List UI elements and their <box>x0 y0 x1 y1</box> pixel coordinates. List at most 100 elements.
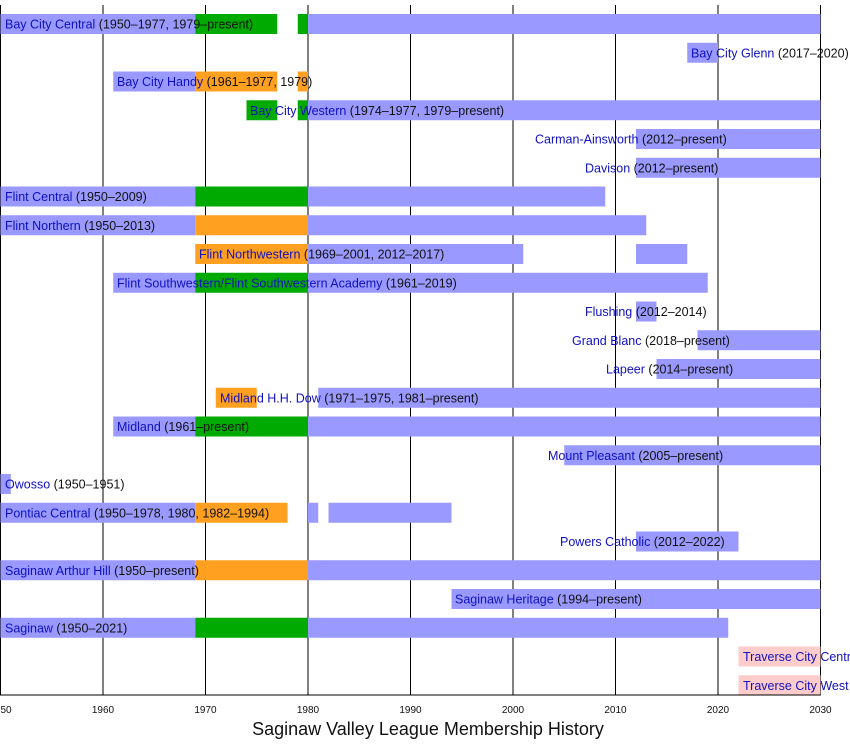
x-tick-label: 2010 <box>604 705 627 716</box>
bar-segment <box>0 617 196 638</box>
bar-segment <box>0 502 196 523</box>
bar-segment <box>738 675 821 696</box>
row-label: Bay City Handy (1961–1977, 1979) <box>117 75 312 89</box>
row-label: Midland (1961–present) <box>117 420 249 434</box>
school-name: Traverse City Central <box>743 650 850 664</box>
bar-segment <box>687 42 718 63</box>
x-tick-label: 2000 <box>502 705 525 716</box>
membership-years: (2012–present) <box>630 161 718 175</box>
school-name: Flint Northern <box>5 219 81 233</box>
school-name: Bay City Central <box>5 18 95 32</box>
row-label: Flushing (2012–2014) <box>585 305 707 319</box>
bar-segment <box>328 502 452 523</box>
row-label: Owosso (1950–1951) <box>5 478 125 492</box>
membership-years: (1961–present) <box>161 420 249 434</box>
school-name: Mount Pleasant <box>548 449 635 463</box>
x-tick-label: 2030 <box>809 705 832 716</box>
bar-segment <box>308 272 708 293</box>
membership-years: (1969–2001, 2012–2017) <box>300 248 444 262</box>
school-name: Owosso <box>5 478 50 492</box>
school-name: Traverse City West <box>743 679 849 693</box>
bar-segment <box>0 215 196 236</box>
membership-years: (2012–2014) <box>632 305 706 319</box>
school-name: Grand Blanc <box>572 334 641 348</box>
school-name: Bay City Glenn <box>691 46 774 60</box>
school-name: Carman-Ainsworth <box>535 133 639 147</box>
bar-segment <box>308 100 821 121</box>
school-name: Saginaw <box>5 621 54 635</box>
bar-segment <box>308 186 606 207</box>
x-tick-label: 2020 <box>707 705 730 716</box>
row-label: Flint Southwestern/Flint Southwestern Ac… <box>117 276 457 290</box>
membership-years: (2012–present) <box>639 133 727 147</box>
school-name: Flushing <box>585 305 632 319</box>
bar-segment <box>308 215 647 236</box>
row-label: Saginaw Heritage (1994–present) <box>455 593 642 607</box>
bar-segment <box>246 100 278 121</box>
bar-segment <box>113 272 196 293</box>
bar-segment <box>215 387 257 408</box>
row-label: Saginaw (1950–2021) <box>5 621 127 635</box>
bar-segment <box>297 71 308 92</box>
row-label: Traverse City Central <box>743 650 850 664</box>
bar-segment <box>195 71 278 92</box>
bar-segment <box>636 531 739 552</box>
row-label: Grand Blanc (2018–present) <box>572 334 730 348</box>
bar-segment <box>308 244 524 264</box>
school-name: Powers Catholic <box>560 535 650 549</box>
membership-years: (1950–1978, 1980, 1982–1994) <box>90 506 269 520</box>
membership-years: (1950–2009) <box>72 190 146 204</box>
bar-segment <box>318 387 821 408</box>
school-name: Lapeer <box>606 363 645 377</box>
row-label: Bay City Glenn (2017–2020) <box>691 46 849 60</box>
school-name: Saginaw Heritage <box>455 593 554 607</box>
membership-years: (1950–2013) <box>81 219 155 233</box>
row-label: Powers Catholic (2012–2022) <box>560 535 725 549</box>
bar-segment <box>0 474 11 494</box>
bar-segment <box>195 502 288 523</box>
bar-segment <box>636 301 657 322</box>
membership-years: (2014–present) <box>645 363 733 377</box>
membership-years: (1950–1951) <box>50 478 124 492</box>
bar-segment <box>195 560 308 581</box>
membership-years: (1950–1977, 1979–present) <box>95 18 253 32</box>
row-label: Mount Pleasant (2005–present) <box>548 449 723 463</box>
membership-years: (2012–2022) <box>650 535 724 549</box>
school-name: Flint Southwestern/Flint Southwestern Ac… <box>117 276 383 290</box>
bar-segment <box>195 617 308 638</box>
row-label: Flint Northern (1950–2013) <box>5 219 155 233</box>
bar-segment <box>656 359 821 379</box>
bar-segment <box>113 416 196 437</box>
x-tick-label: 1950 <box>0 705 12 716</box>
membership-years: (2018–present) <box>641 334 729 348</box>
bar-segment <box>308 416 821 437</box>
bar-segment <box>636 129 821 149</box>
x-tick-label: 1960 <box>92 705 115 716</box>
school-name: Bay City Western <box>250 104 346 118</box>
bar-segment <box>697 330 821 351</box>
row-label: Davison (2012–present) <box>585 161 718 175</box>
bar-segment <box>0 560 196 581</box>
bar-segment <box>451 589 821 609</box>
membership-years: (1961–1977, 1979) <box>203 75 312 89</box>
bar-segment <box>636 244 688 264</box>
x-tick-label: 1990 <box>399 705 422 716</box>
bar-segment <box>195 14 278 34</box>
membership-years: (1994–present) <box>554 593 642 607</box>
row-label: Pontiac Central (1950–1978, 1980, 1982–1… <box>5 506 269 520</box>
school-name: Pontiac Central <box>5 506 90 520</box>
bar-segment <box>195 416 308 437</box>
membership-years: (1971–1975, 1981–present) <box>321 391 479 405</box>
school-name: Flint Northwestern <box>199 248 300 262</box>
bar-segment <box>195 186 308 207</box>
school-name: Midland <box>117 420 161 434</box>
bar-segment <box>636 157 821 178</box>
bar-segment <box>308 14 821 34</box>
row-label: Saginaw Arthur Hill (1950–present) <box>5 564 199 578</box>
bar-segment <box>195 272 308 293</box>
x-axis-ticks: 1950 1960 1970 1980 1990 2000 2010 2020 2030 <box>0 705 832 716</box>
bar-segment <box>308 617 729 638</box>
row-label: Carman-Ainsworth (2012–present) <box>535 133 727 147</box>
row-label: Flint Northwestern (1969–2001, 2012–2017… <box>199 248 444 262</box>
